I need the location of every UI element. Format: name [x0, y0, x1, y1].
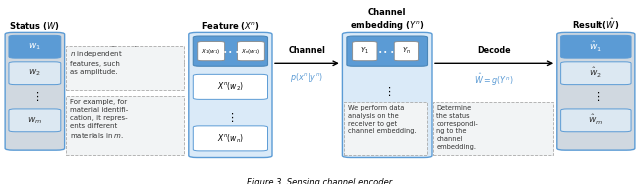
Text: $w_1$: $w_1$ — [28, 41, 42, 52]
Text: Figure 3. Sensing channel encoder: Figure 3. Sensing channel encoder — [248, 178, 392, 184]
Text: $\hat{w}_m$: $\hat{w}_m$ — [588, 113, 604, 127]
FancyBboxPatch shape — [9, 62, 61, 85]
FancyBboxPatch shape — [561, 62, 631, 85]
FancyBboxPatch shape — [193, 36, 268, 66]
Text: Determine
the status
correspondi-
ng to the
channel
embedding.: Determine the status correspondi- ng to … — [436, 105, 478, 150]
Text: $X^n = f(W)$: $X^n = f(W)$ — [108, 71, 145, 83]
Text: $p(x^n|y^n)$: $p(x^n|y^n)$ — [291, 71, 323, 84]
Text: Channel
embedding ($Y^n$): Channel embedding ($Y^n$) — [350, 8, 424, 32]
Text: $Y_n$: $Y_n$ — [402, 46, 411, 56]
Text: Feature ($X^n$): Feature ($X^n$) — [201, 20, 260, 32]
Bar — [344, 102, 427, 155]
Text: Encode: Encode — [110, 46, 143, 55]
FancyBboxPatch shape — [394, 42, 419, 61]
Text: $\hat{w}_1$: $\hat{w}_1$ — [589, 40, 602, 54]
FancyBboxPatch shape — [347, 36, 428, 66]
Text: $\vdots$: $\vdots$ — [31, 90, 39, 103]
Text: Channel: Channel — [289, 46, 325, 55]
Text: $\hat{w}_2$: $\hat{w}_2$ — [589, 66, 602, 80]
Text: $n$ independent
features, such
as amplitude.: $n$ independent features, such as amplit… — [70, 49, 122, 75]
Text: $\hat{W} = g(Y^n)$: $\hat{W} = g(Y^n)$ — [474, 71, 514, 88]
Text: $\vdots$: $\vdots$ — [592, 90, 600, 103]
Text: $\vdots$: $\vdots$ — [227, 111, 234, 124]
Text: We perform data
analysis on the
receiver to get
channel embedding.: We perform data analysis on the receiver… — [348, 105, 416, 135]
Text: $X_1(w_1)$: $X_1(w_1)$ — [202, 47, 221, 56]
Text: Result($\hat{W}$): Result($\hat{W}$) — [572, 16, 620, 32]
Text: $X^n(w_2)$: $X^n(w_2)$ — [217, 81, 244, 93]
Text: $w_2$: $w_2$ — [29, 68, 41, 79]
FancyBboxPatch shape — [353, 42, 377, 61]
Text: $X^n(w_n)$: $X^n(w_n)$ — [217, 132, 244, 145]
Bar — [433, 102, 553, 155]
Text: $Y_1$: $Y_1$ — [360, 46, 369, 56]
FancyBboxPatch shape — [237, 42, 264, 61]
Text: For example, for
material identifi-
cation, it repres-
ents different
materials : For example, for material identifi- cati… — [70, 99, 128, 140]
Text: $\bullet\bullet\bullet$: $\bullet\bullet\bullet$ — [222, 48, 240, 54]
Text: Decode: Decode — [477, 46, 511, 55]
FancyBboxPatch shape — [557, 32, 635, 150]
FancyBboxPatch shape — [5, 32, 65, 150]
Bar — [66, 96, 184, 155]
FancyBboxPatch shape — [9, 35, 61, 58]
FancyBboxPatch shape — [189, 32, 272, 158]
FancyBboxPatch shape — [561, 109, 631, 132]
Text: $\bullet\bullet\bullet$: $\bullet\bullet\bullet$ — [377, 48, 395, 54]
Text: $X_n(w_1)$: $X_n(w_1)$ — [241, 47, 260, 56]
Text: Status ($W$): Status ($W$) — [10, 20, 60, 32]
Bar — [66, 46, 184, 90]
Text: $w_m$: $w_m$ — [28, 115, 42, 126]
FancyBboxPatch shape — [193, 74, 268, 99]
FancyBboxPatch shape — [198, 42, 225, 61]
FancyBboxPatch shape — [193, 126, 268, 151]
Text: $\vdots$: $\vdots$ — [383, 85, 391, 98]
FancyBboxPatch shape — [561, 35, 631, 58]
FancyBboxPatch shape — [9, 109, 61, 132]
FancyBboxPatch shape — [342, 32, 432, 158]
